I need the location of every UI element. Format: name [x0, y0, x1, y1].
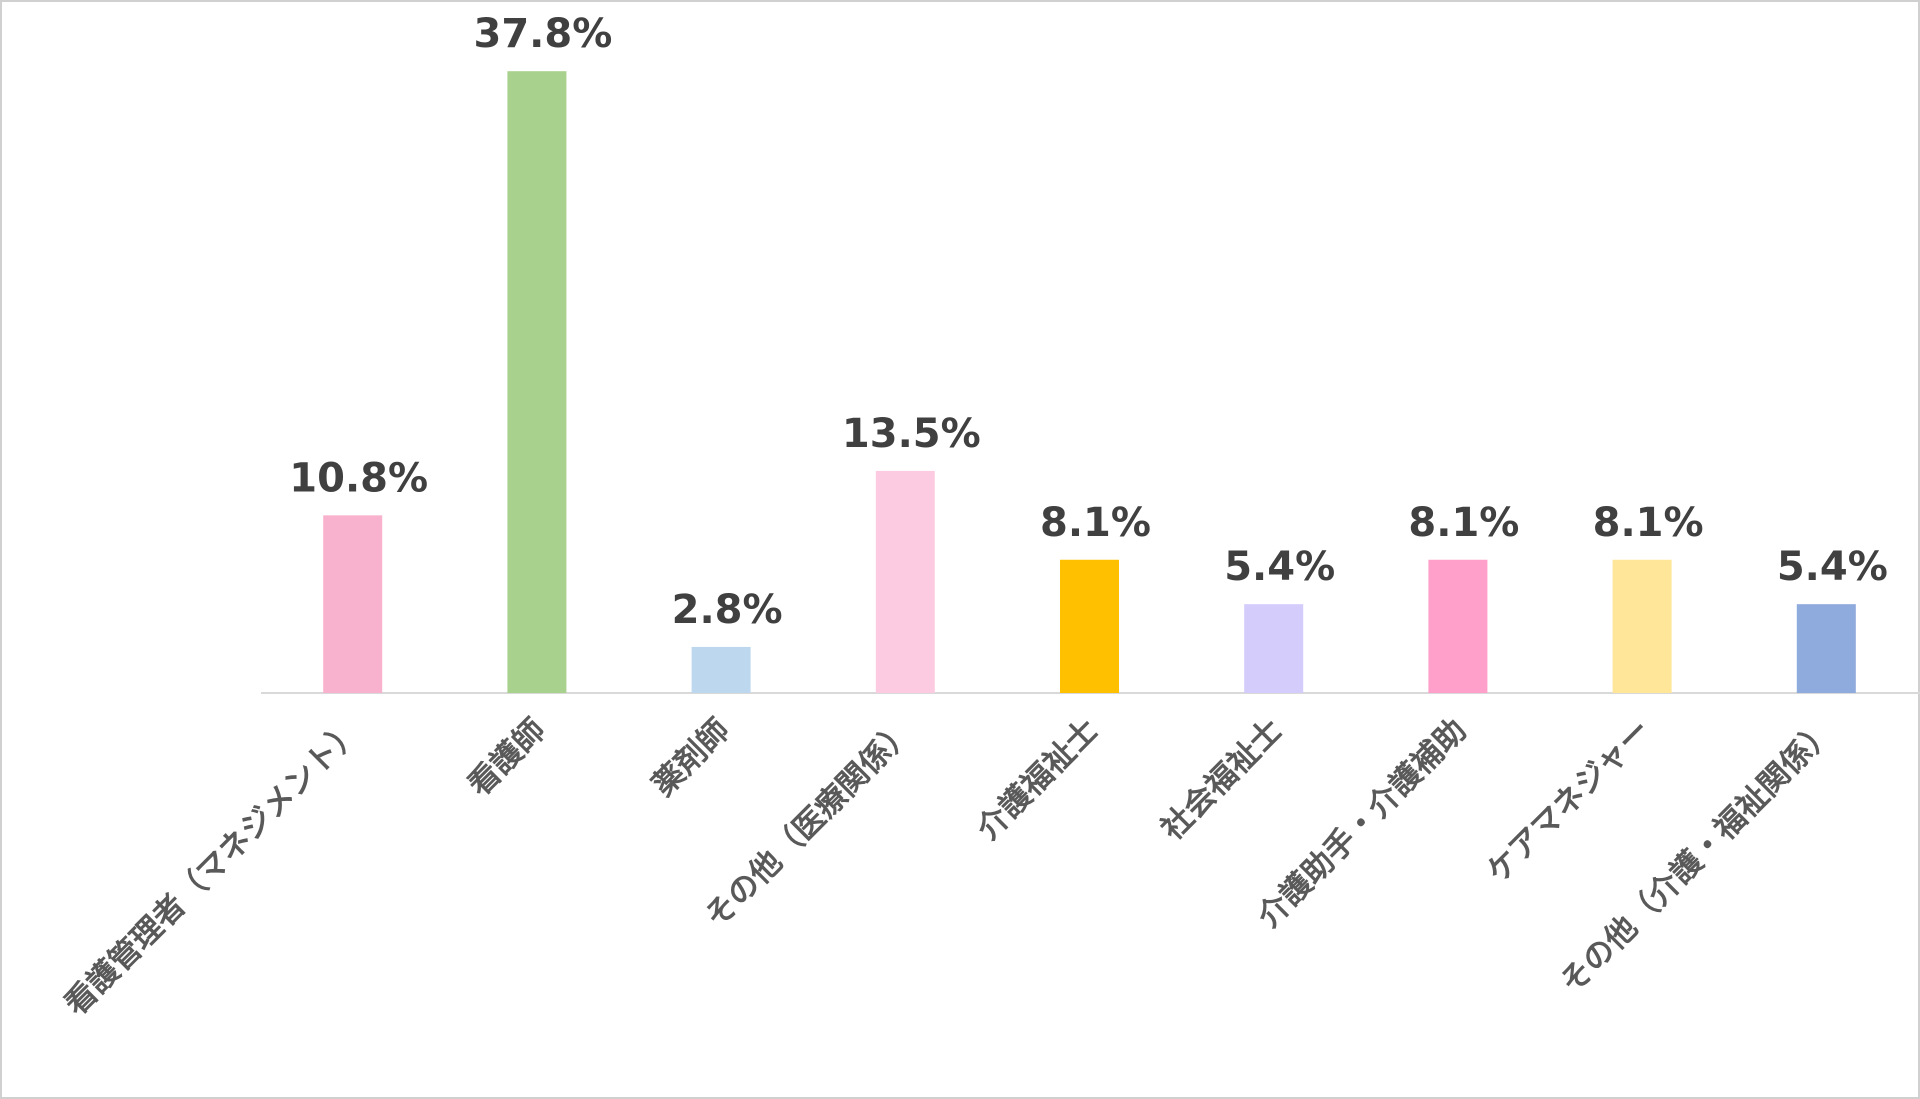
bar	[1796, 604, 1856, 693]
bar	[1060, 559, 1119, 693]
data-label: 2.8%	[672, 587, 783, 633]
bar	[875, 470, 935, 693]
data-label: 8.1%	[1040, 500, 1151, 546]
bar	[1428, 559, 1488, 693]
bar	[507, 71, 567, 693]
data-label: 10.8%	[289, 455, 428, 501]
data-label: 5.4%	[1777, 544, 1888, 590]
data-label: 8.1%	[1593, 500, 1704, 546]
data-label: 13.5%	[842, 411, 981, 457]
bar	[1244, 604, 1304, 693]
bar	[323, 515, 383, 693]
data-label: 37.8%	[474, 11, 613, 57]
bar	[1612, 559, 1672, 693]
data-label: 5.4%	[1224, 544, 1335, 590]
bar	[691, 646, 751, 693]
data-label: 8.1%	[1408, 500, 1519, 546]
